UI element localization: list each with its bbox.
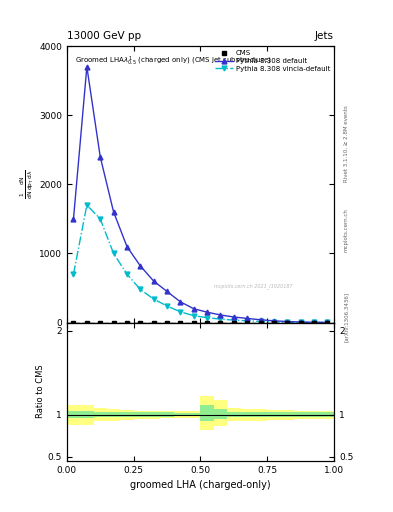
Pythia 8.308 default	[325, 319, 330, 326]
CMS	[165, 319, 169, 326]
Pythia 8.308 default	[285, 318, 290, 325]
Pythia 8.308 vincia-default	[231, 317, 236, 323]
Pythia 8.308 vincia-default	[84, 202, 89, 208]
CMS	[125, 319, 129, 326]
Pythia 8.308 vincia-default	[272, 319, 276, 325]
Text: Jets: Jets	[315, 31, 334, 41]
Pythia 8.308 vincia-default	[165, 303, 169, 309]
Line: Pythia 8.308 vincia-default: Pythia 8.308 vincia-default	[71, 203, 330, 325]
CMS	[151, 319, 156, 326]
CMS	[71, 319, 76, 326]
Pythia 8.308 vincia-default	[218, 316, 223, 322]
Text: Rivet 3.1.10, ≥ 2.8M events: Rivet 3.1.10, ≥ 2.8M events	[344, 105, 349, 182]
Pythia 8.308 vincia-default	[325, 319, 330, 326]
Pythia 8.308 vincia-default	[71, 271, 76, 278]
Pythia 8.308 vincia-default	[125, 271, 129, 278]
Pythia 8.308 vincia-default	[151, 296, 156, 302]
CMS	[84, 319, 89, 326]
Pythia 8.308 vincia-default	[298, 319, 303, 326]
Pythia 8.308 vincia-default	[98, 216, 103, 222]
Text: Groomed LHA$\lambda^{1}_{0.5}$ (charged only) (CMS jet substructure): Groomed LHA$\lambda^{1}_{0.5}$ (charged …	[75, 54, 271, 68]
CMS	[325, 319, 330, 326]
Pythia 8.308 default	[191, 306, 196, 312]
Y-axis label: $\mathregular{\frac{1}{dN}\frac{dN}{dp_T\,d\lambda}}$: $\mathregular{\frac{1}{dN}\frac{dN}{dp_T…	[19, 169, 36, 199]
Pythia 8.308 default	[205, 309, 209, 315]
Legend: CMS, Pythia 8.308 default, Pythia 8.308 vincia-default: CMS, Pythia 8.308 default, Pythia 8.308 …	[213, 48, 332, 75]
Pythia 8.308 default	[312, 319, 316, 325]
Pythia 8.308 default	[71, 216, 76, 222]
CMS	[98, 319, 103, 326]
Pythia 8.308 vincia-default	[178, 309, 183, 315]
Pythia 8.308 default	[84, 64, 89, 70]
CMS	[258, 319, 263, 326]
Pythia 8.308 default	[245, 315, 250, 322]
CMS	[191, 319, 196, 326]
Pythia 8.308 vincia-default	[191, 312, 196, 318]
X-axis label: groomed LHA (charged-only): groomed LHA (charged-only)	[130, 480, 271, 490]
Text: [arXiv:1306.3436]: [arXiv:1306.3436]	[344, 292, 349, 343]
Pythia 8.308 default	[298, 319, 303, 325]
CMS	[298, 319, 303, 326]
CMS	[138, 319, 143, 326]
Pythia 8.308 vincia-default	[285, 319, 290, 325]
CMS	[285, 319, 290, 326]
Y-axis label: Ratio to CMS: Ratio to CMS	[36, 365, 45, 418]
CMS	[272, 319, 276, 326]
Pythia 8.308 vincia-default	[111, 250, 116, 257]
CMS	[205, 319, 209, 326]
Text: mcplots.cern.ch 2021_I1920187: mcplots.cern.ch 2021_I1920187	[214, 284, 292, 289]
Pythia 8.308 vincia-default	[245, 318, 250, 324]
Pythia 8.308 default	[125, 244, 129, 250]
CMS	[231, 319, 236, 326]
CMS	[312, 319, 316, 326]
Pythia 8.308 default	[231, 314, 236, 320]
Pythia 8.308 default	[151, 278, 156, 284]
CMS	[218, 319, 223, 326]
Line: CMS: CMS	[72, 321, 329, 324]
Pythia 8.308 default	[98, 154, 103, 160]
Pythia 8.308 default	[218, 312, 223, 318]
Pythia 8.308 default	[165, 288, 169, 294]
CMS	[178, 319, 183, 326]
CMS	[245, 319, 250, 326]
Pythia 8.308 vincia-default	[138, 286, 143, 292]
Pythia 8.308 default	[272, 318, 276, 324]
Text: 13000 GeV pp: 13000 GeV pp	[67, 31, 141, 41]
Line: Pythia 8.308 default: Pythia 8.308 default	[71, 65, 330, 325]
Text: mcplots.cern.ch: mcplots.cern.ch	[344, 208, 349, 252]
Pythia 8.308 vincia-default	[205, 315, 209, 321]
Pythia 8.308 default	[138, 263, 143, 269]
Pythia 8.308 default	[111, 209, 116, 215]
Pythia 8.308 vincia-default	[312, 319, 316, 326]
CMS	[111, 319, 116, 326]
Pythia 8.308 vincia-default	[258, 318, 263, 325]
Pythia 8.308 default	[258, 317, 263, 323]
Pythia 8.308 default	[178, 299, 183, 305]
